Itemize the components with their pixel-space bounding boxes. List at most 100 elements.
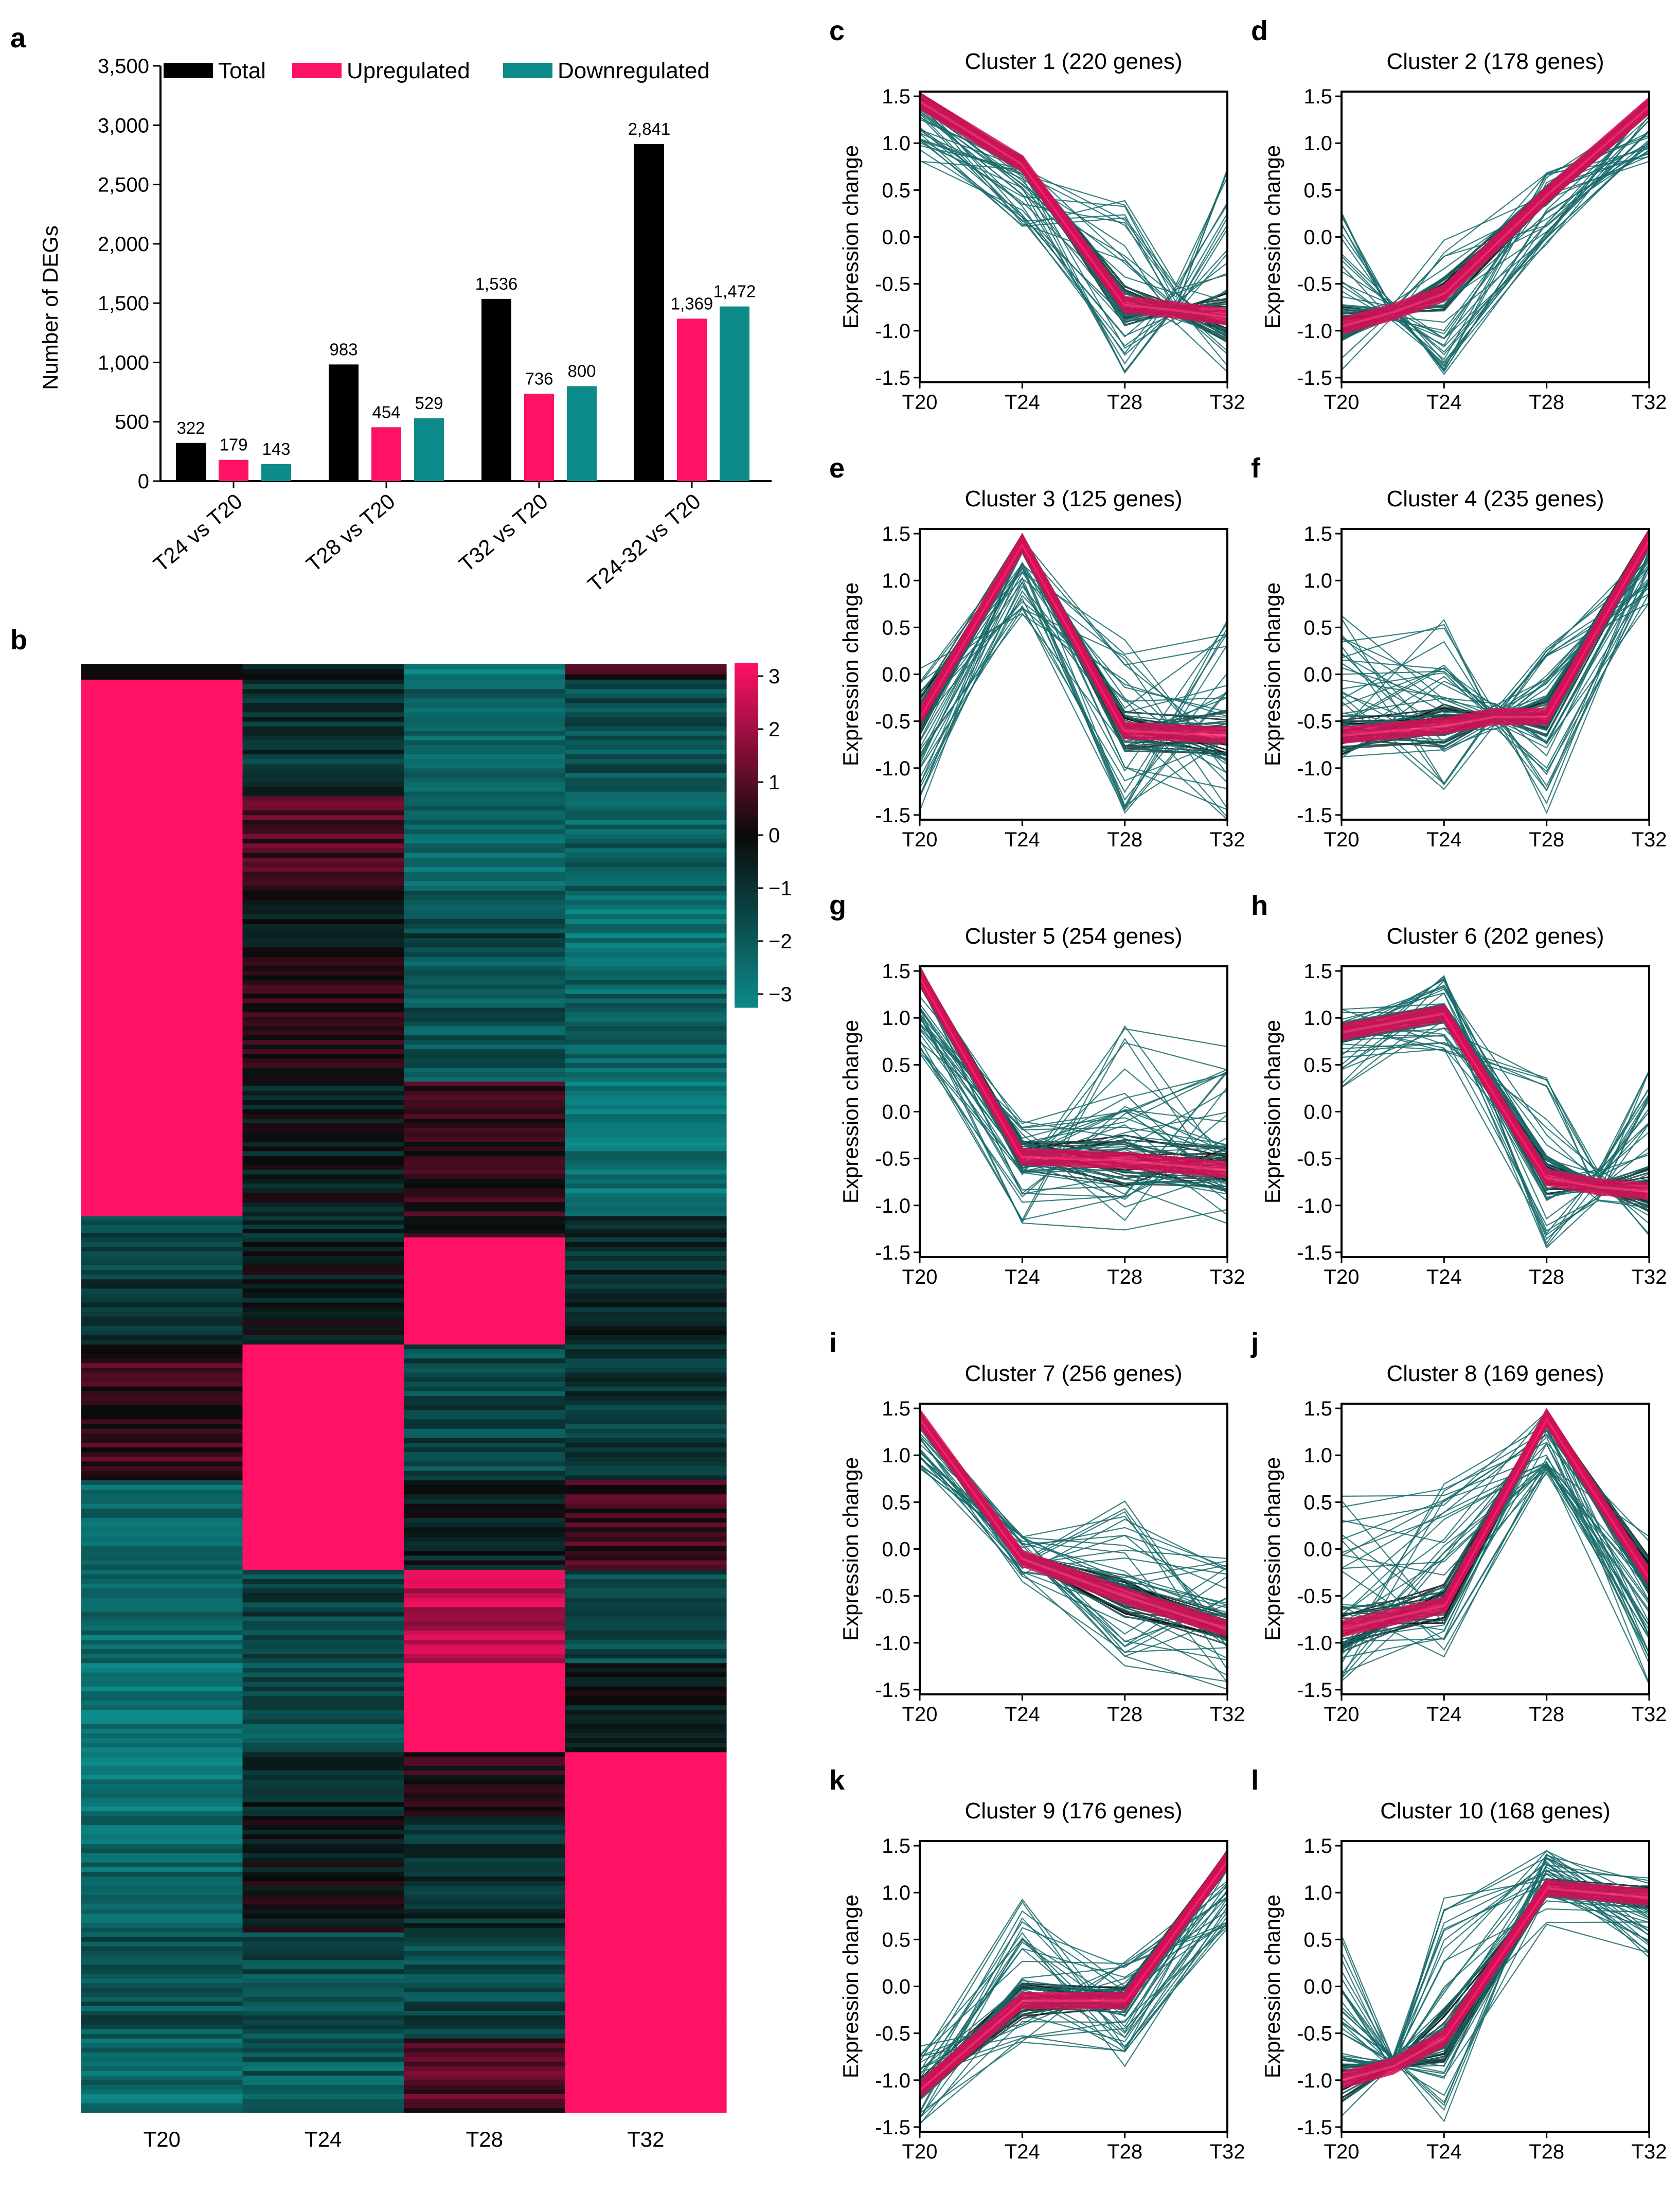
bar-upregulated: [677, 319, 707, 481]
heatmap-cell: [404, 1312, 566, 1317]
x-tick-label: T28: [1529, 1266, 1564, 1288]
legend-swatch-upregulated: [292, 63, 342, 78]
heatmap-cell: [242, 1119, 404, 1124]
cluster-mean-line: [1342, 1006, 1649, 1189]
heatmap-cell: [242, 984, 404, 990]
heatmap-cell: [242, 2075, 404, 2081]
heatmap-cell: [404, 1484, 566, 1490]
gene-profile-line: [1342, 1042, 1649, 1174]
gene-profile-line: [1342, 1891, 1649, 2077]
heatmap-cell: [404, 2020, 566, 2025]
heatmap-cell: [565, 1275, 727, 1280]
heatmap-cell: [81, 2020, 243, 2025]
heatmap-cell: [81, 1471, 243, 1476]
heatmap-cell: [81, 872, 243, 877]
bar-value-label: 179: [219, 435, 247, 454]
heatmap-cell: [404, 1174, 566, 1180]
y-tick-label: 0.0: [1303, 1538, 1332, 1561]
heatmap-cell: [242, 872, 404, 877]
heatmap-cell: [81, 1017, 243, 1022]
heatmap-cell: [565, 1233, 727, 1238]
gene-profile-line: [920, 562, 1227, 796]
heatmap-cell: [242, 1054, 404, 1059]
heatmap-cell: [242, 1965, 404, 1970]
heatmap-cell: [565, 1419, 727, 1425]
heatmap-cell: [242, 1321, 404, 1326]
heatmap-cell: [565, 2084, 727, 2090]
heatmap-cell: [81, 1003, 243, 1008]
heatmap-cell: [565, 2038, 727, 2044]
heatmap-cell: [242, 717, 404, 722]
heatmap-cell: [404, 1261, 566, 1266]
heatmap-cell: [565, 1405, 727, 1410]
heatmap-cell: [242, 1031, 404, 1036]
heatmap-cell: [565, 1654, 727, 1659]
heatmap-cell: [404, 1081, 566, 1087]
cluster-mean-line: [920, 93, 1227, 311]
colorbar-segment: [735, 789, 758, 795]
heatmap-cell: [565, 1598, 727, 1603]
heatmap-cell: [242, 886, 404, 891]
bar-value-label: 736: [525, 369, 553, 388]
heatmap-cell: [81, 1658, 243, 1664]
bar-y-tick-label: 1,000: [98, 351, 149, 374]
heatmap-cell: [81, 1909, 243, 1915]
heatmap-cell: [81, 1672, 243, 1678]
heatmap-cell: [565, 943, 727, 948]
heatmap-cell: [565, 1499, 727, 1505]
heatmap-cell: [404, 1955, 566, 1961]
heatmap-cell: [81, 1569, 243, 1575]
bar-x-tick-label: T24-32 vs T20: [583, 489, 705, 597]
heatmap-cell: [565, 2010, 727, 2016]
heatmap-cell: [565, 1797, 727, 1803]
y-tick-label: 1.5: [1303, 1397, 1332, 1420]
x-tick-label: T20: [902, 828, 938, 851]
heatmap-cell: [81, 717, 243, 722]
heatmap-cell: [404, 1325, 566, 1331]
panel-letter-a: a: [10, 23, 26, 54]
heatmap-cell: [404, 2108, 566, 2113]
panel-letter-b: b: [10, 625, 27, 656]
heatmap-cell: [404, 909, 566, 915]
heatmap-cell: [565, 1401, 727, 1406]
heatmap-cell: [242, 843, 404, 849]
heatmap-cell: [404, 1923, 566, 1928]
heatmap-cell: [242, 1560, 404, 1566]
y-tick-label: 1.5: [882, 1835, 910, 1857]
heatmap-cell: [404, 721, 566, 727]
heatmap-column-label: T28: [466, 2127, 503, 2151]
heatmap-cell: [242, 1193, 404, 1198]
heatmap-cell: [404, 957, 566, 962]
heatmap-cell: [404, 2033, 566, 2039]
heatmap-cell: [242, 1639, 404, 1645]
heatmap-cell: [242, 684, 404, 689]
heatmap-cell: [404, 1391, 566, 1396]
heatmap-cell: [242, 1466, 404, 1472]
cluster-ylabel: Expression change: [1260, 1895, 1284, 2078]
heatmap-cell: [565, 1588, 727, 1594]
heatmap-cell: [242, 1035, 404, 1040]
y-tick-label: 1.0: [882, 1007, 910, 1030]
heatmap-cell: [404, 1100, 566, 1105]
heatmap-cell: [242, 867, 404, 872]
heatmap-cell: [242, 1546, 404, 1551]
colorbar-segment: [735, 772, 758, 778]
heatmap-cell: [81, 731, 243, 736]
heatmap-cell: [404, 947, 566, 953]
heatmap-cell: [565, 2015, 727, 2021]
heatmap-cell: [404, 843, 566, 849]
heatmap-cell: [565, 1584, 727, 1589]
heatmap-cell: [565, 1807, 727, 1812]
heatmap-cell: [565, 1621, 727, 1626]
heatmap-cell: [565, 1747, 727, 1753]
heatmap-cell: [81, 895, 243, 900]
heatmap-cell: [242, 2071, 404, 2076]
heatmap-cell: [565, 876, 727, 882]
heatmap-cell: [81, 2089, 243, 2095]
heatmap-cell: [565, 1165, 727, 1170]
heatmap-cell: [565, 1663, 727, 1668]
heatmap-cell: [404, 1569, 566, 1575]
heatmap-cell: [81, 1261, 243, 1266]
heatmap-cell: [81, 1233, 243, 1238]
gene-profile-line: [1342, 1853, 1649, 2107]
